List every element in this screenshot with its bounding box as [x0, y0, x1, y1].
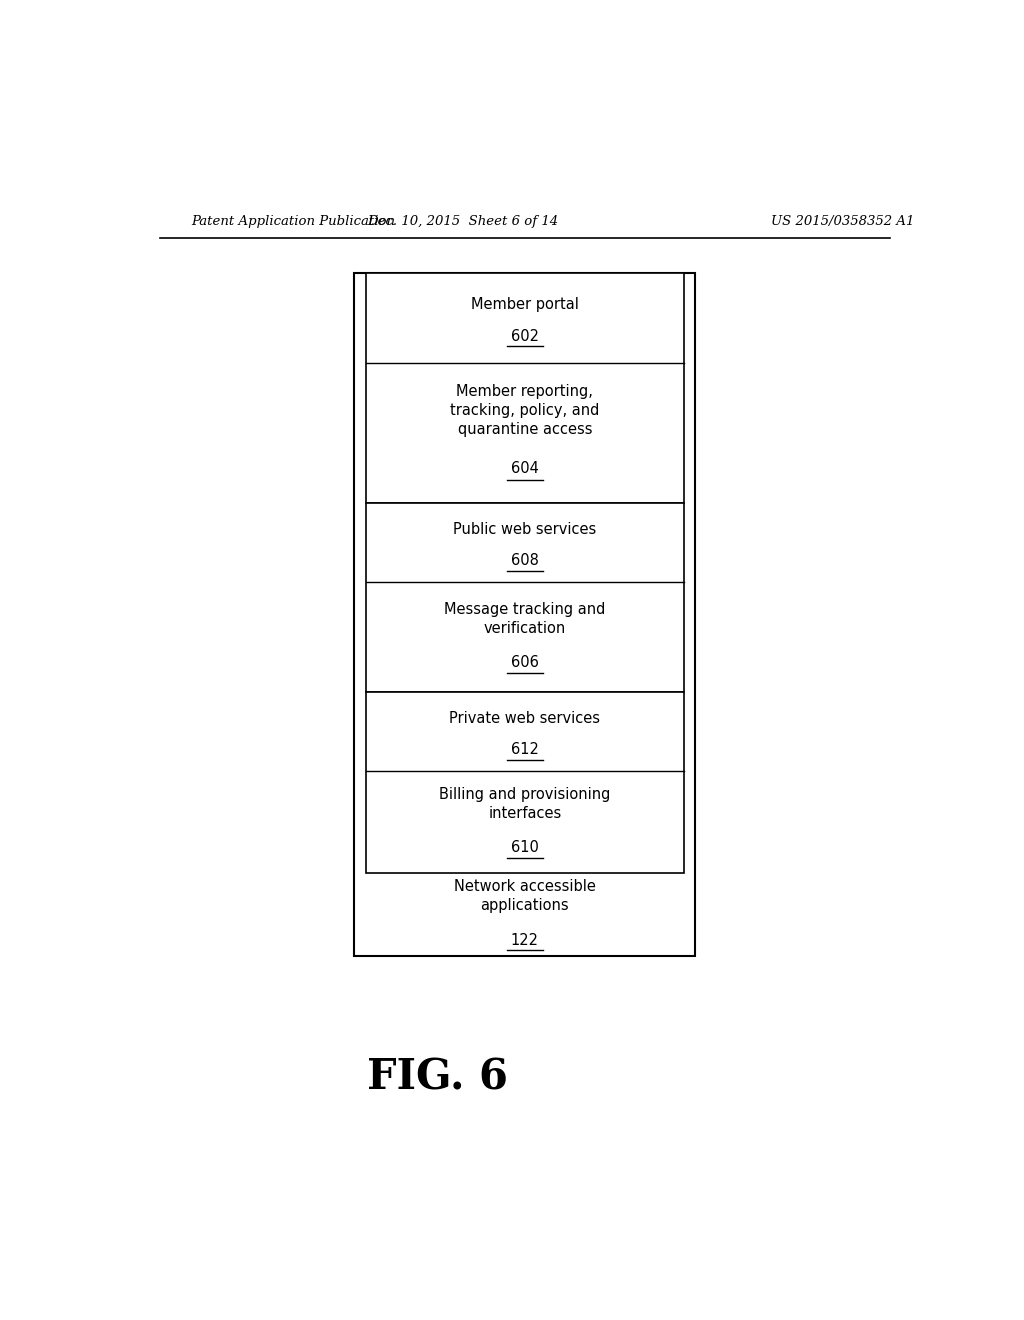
Text: 608: 608: [511, 553, 539, 569]
Text: Dec. 10, 2015  Sheet 6 of 14: Dec. 10, 2015 Sheet 6 of 14: [368, 215, 558, 228]
Text: FIG. 6: FIG. 6: [367, 1056, 508, 1098]
Text: 606: 606: [511, 655, 539, 671]
Text: Patent Application Publication: Patent Application Publication: [191, 215, 395, 228]
Text: 122: 122: [511, 932, 539, 948]
Bar: [367, 692, 684, 873]
Text: 612: 612: [511, 742, 539, 758]
Bar: [367, 503, 684, 692]
Text: US 2015/0358352 A1: US 2015/0358352 A1: [771, 215, 914, 228]
Text: Message tracking and
verification: Message tracking and verification: [444, 602, 605, 636]
Text: Member portal: Member portal: [471, 297, 579, 313]
Text: 604: 604: [511, 461, 539, 477]
Text: Network accessible
applications: Network accessible applications: [454, 879, 596, 913]
Text: 602: 602: [511, 329, 539, 343]
Text: Private web services: Private web services: [450, 711, 600, 726]
Bar: [367, 273, 684, 503]
Bar: [354, 273, 695, 956]
Text: Member reporting,
tracking, policy, and
quarantine access: Member reporting, tracking, policy, and …: [451, 384, 599, 437]
Text: Billing and provisioning
interfaces: Billing and provisioning interfaces: [439, 787, 610, 821]
Text: Public web services: Public web services: [454, 521, 596, 537]
Text: 610: 610: [511, 840, 539, 855]
